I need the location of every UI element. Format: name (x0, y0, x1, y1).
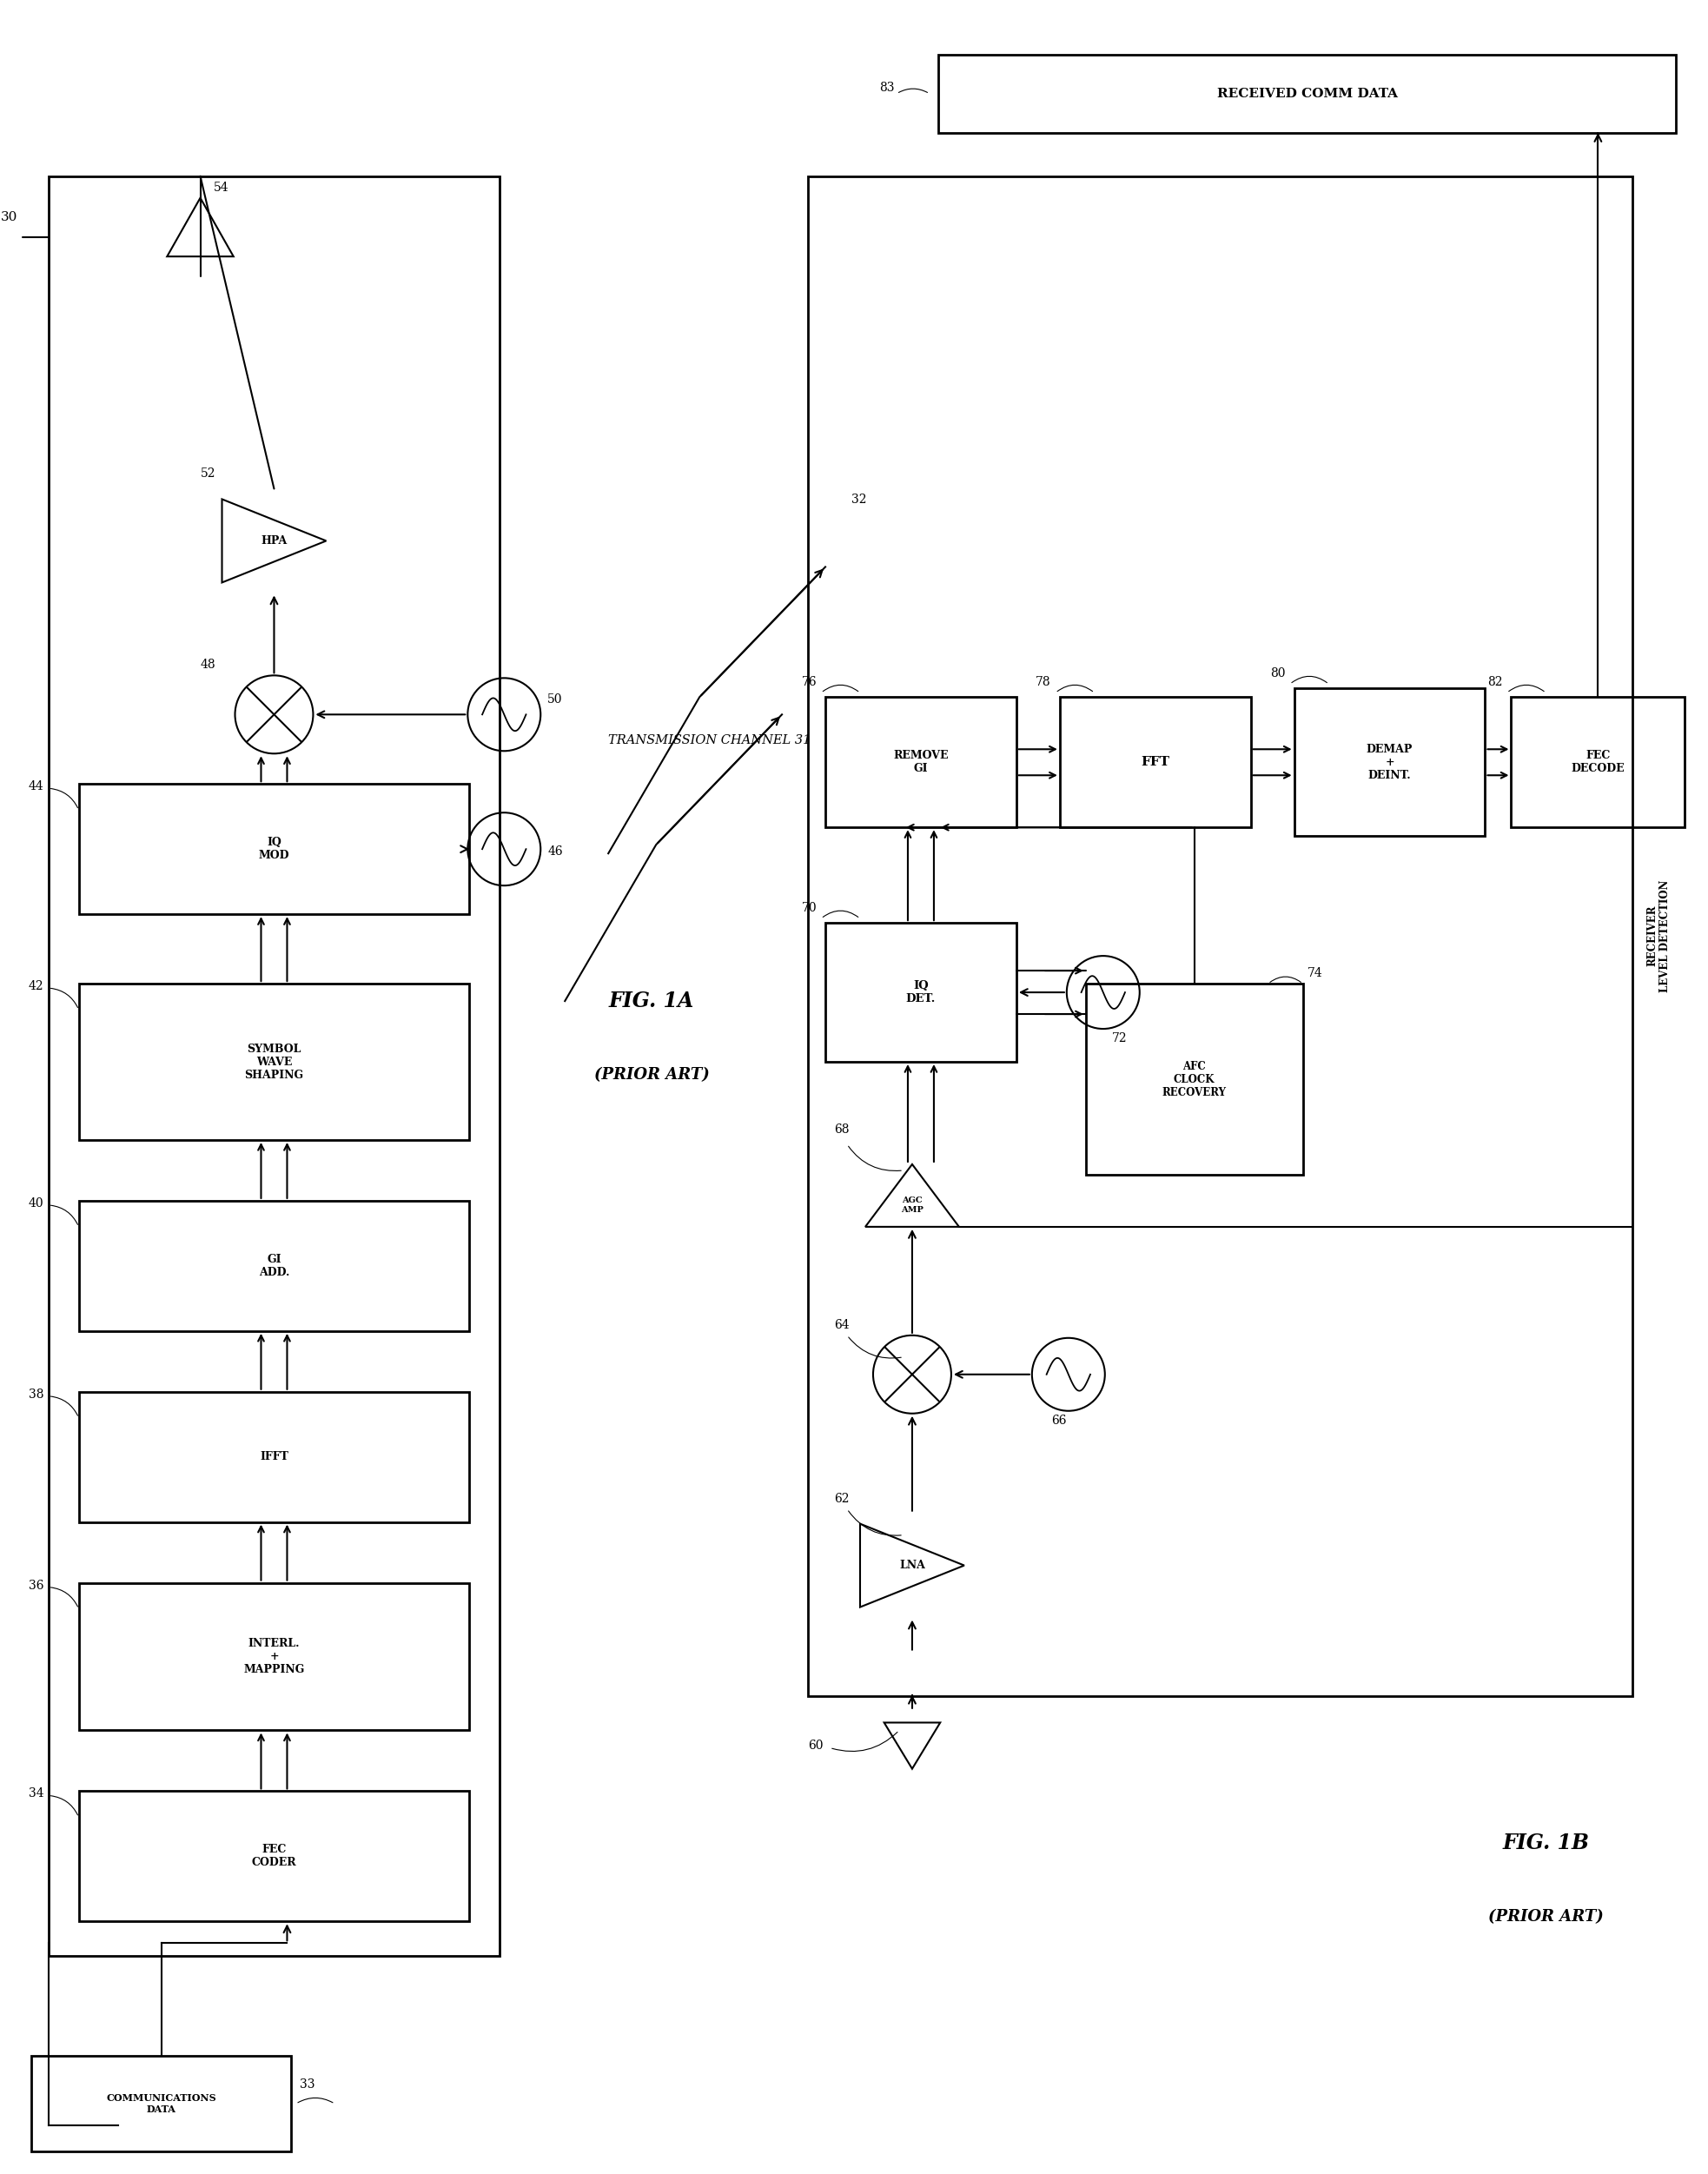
Text: INTERL.
+
MAPPING: INTERL. + MAPPING (244, 1637, 304, 1676)
Text: COMMUNICATIONS
DATA: COMMUNICATIONS DATA (106, 2094, 217, 2113)
Text: REMOVE
GI: REMOVE GI (893, 750, 948, 774)
Bar (48, 176, 500, 1957)
Text: FEC
CODER: FEC CODER (251, 1844, 297, 1867)
Bar (79, 1791, 470, 1922)
Text: 34: 34 (29, 1787, 44, 1800)
Text: 54: 54 (214, 180, 229, 193)
Text: FIG. 1B: FIG. 1B (1503, 1833, 1590, 1854)
Text: IQ
MOD: IQ MOD (258, 837, 289, 861)
Text: 33: 33 (301, 2078, 316, 2091)
Text: SYMBOL
WAVE
SHAPING: SYMBOL WAVE SHAPING (244, 1044, 304, 1080)
Text: FEC
DECODE: FEC DECODE (1571, 750, 1624, 774)
Text: 30: 30 (2, 211, 19, 224)
Text: 66: 66 (1050, 1415, 1066, 1426)
Text: 72: 72 (1112, 1033, 1127, 1044)
Text: 80: 80 (1271, 667, 1286, 680)
Text: IFFT: IFFT (260, 1452, 289, 1463)
Bar (79, 1391, 470, 1522)
Text: 38: 38 (29, 1389, 44, 1400)
Text: (PRIOR ART): (PRIOR ART) (594, 1067, 709, 1083)
Text: DEMAP
+
DEINT.: DEMAP + DEINT. (1366, 744, 1413, 780)
Text: 74: 74 (1307, 967, 1322, 978)
Text: GI
ADD.: GI ADD. (258, 1254, 289, 1278)
Text: FIG. 1A: FIG. 1A (610, 991, 695, 1011)
Bar (1059, 698, 1250, 828)
Bar (79, 1200, 470, 1330)
Text: 60: 60 (808, 1739, 823, 1752)
Bar (79, 785, 470, 915)
Text: 36: 36 (29, 1578, 44, 1591)
Text: 52: 52 (200, 467, 215, 480)
Bar (79, 983, 470, 1139)
Text: 50: 50 (548, 694, 562, 707)
Text: FFT: FFT (1141, 757, 1170, 767)
Bar (79, 1583, 470, 1731)
Bar (1086, 983, 1303, 1174)
Text: AFC
CLOCK
RECOVERY: AFC CLOCK RECOVERY (1161, 1061, 1226, 1098)
Text: 68: 68 (834, 1124, 849, 1135)
Text: 62: 62 (834, 1494, 849, 1504)
Text: 32: 32 (851, 493, 866, 507)
Bar (1512, 698, 1684, 828)
Text: 46: 46 (548, 846, 564, 859)
Text: HPA: HPA (261, 535, 287, 546)
Text: 42: 42 (29, 980, 44, 991)
Text: 40: 40 (29, 1198, 44, 1209)
Text: RECEIVED COMM DATA: RECEIVED COMM DATA (1216, 87, 1397, 100)
Text: AGC
AMP: AGC AMP (900, 1196, 924, 1213)
Bar (31, 2057, 292, 2152)
Text: IQ
DET.: IQ DET. (905, 980, 936, 1004)
Text: 82: 82 (1488, 676, 1503, 689)
Text: 70: 70 (801, 902, 816, 915)
Text: LNA: LNA (898, 1559, 926, 1572)
Text: TRANSMISSION CHANNEL 31: TRANSMISSION CHANNEL 31 (608, 735, 811, 746)
Bar (938, 54, 1676, 133)
Bar (825, 924, 1016, 1061)
Text: 78: 78 (1035, 676, 1050, 689)
Text: 48: 48 (200, 659, 215, 672)
Text: (PRIOR ART): (PRIOR ART) (1488, 1909, 1604, 1924)
Text: RECEIVER
LEVEL DETECTION: RECEIVER LEVEL DETECTION (1647, 880, 1670, 991)
Text: 76: 76 (801, 676, 816, 689)
Bar (808, 176, 1633, 1696)
Bar (825, 698, 1016, 828)
Text: 83: 83 (880, 80, 895, 93)
Text: 44: 44 (29, 780, 44, 794)
Text: 64: 64 (834, 1320, 849, 1330)
Bar (1295, 689, 1486, 837)
